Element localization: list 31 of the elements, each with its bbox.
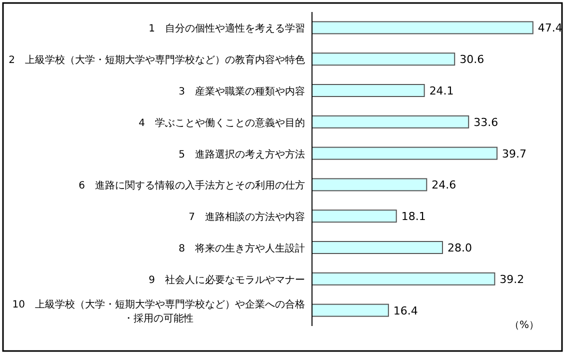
data-label: 30.6 <box>460 53 484 66</box>
data-label: 24.1 <box>429 84 454 98</box>
y-tick-label: 10 上級学校（大学・短期大学や専門学校など）や企業への合格・採用の可能性 <box>12 298 305 324</box>
y-tick-label: 9 社会人に必要なモラルやマナー <box>148 274 305 286</box>
bar <box>312 178 428 192</box>
y-tick-label: 2 上級学校（大学・短期大学や専門学校など）の教育内容や特色 <box>8 54 305 66</box>
y-tick-label: 5 進路選択の考え方や方法 <box>178 148 305 160</box>
data-label: 18.1 <box>401 210 426 224</box>
y-tick-label: 7 進路相談の方法や内容 <box>188 211 305 224</box>
y-tick-label: 1 自分の個性や適性を考える学習 <box>148 22 305 35</box>
bar <box>312 21 534 34</box>
y-tick-label: 4 学ぶことや働くことの意義や目的 <box>138 116 305 129</box>
annotation: （%） <box>509 320 539 331</box>
bar <box>312 272 496 286</box>
bar <box>312 146 498 160</box>
bar <box>312 304 389 317</box>
data-label: 28.0 <box>447 242 472 254</box>
data-label: 16.4 <box>393 304 418 318</box>
data-label: 47.4 <box>538 22 562 35</box>
data-label: 24.6 <box>432 178 456 192</box>
y-tick-label: 3 産業や職業の種類や内容 <box>178 86 305 98</box>
data-label: 33.6 <box>474 116 498 129</box>
bar <box>312 241 443 254</box>
bar <box>312 115 470 128</box>
bar <box>312 210 397 223</box>
y-tick-label: 6 進路に関する情報の入手法方とその利用の仕方 <box>78 180 305 192</box>
y-tick-label: 8 将来の生き方や人生設計 <box>178 242 305 254</box>
data-label: 39.7 <box>502 147 527 160</box>
bar <box>312 52 456 66</box>
data-label: 39.2 <box>500 272 524 286</box>
bar <box>312 84 425 97</box>
